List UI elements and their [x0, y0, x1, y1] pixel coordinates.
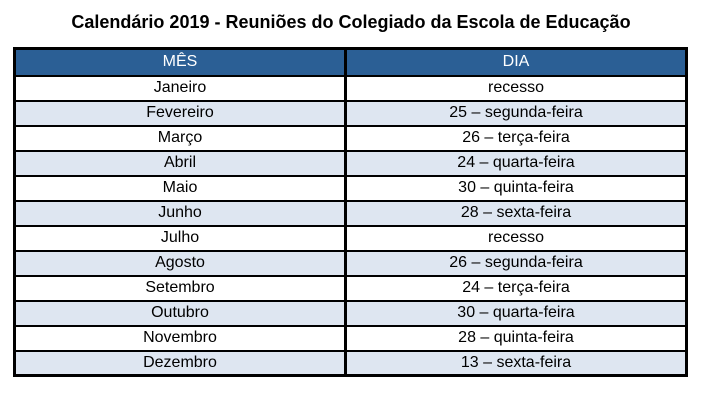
- table-cell-dia: 28 – quinta-feira: [344, 324, 688, 352]
- table-header: MÊS DIA: [13, 47, 688, 77]
- table-cell-dia: recesso: [344, 74, 688, 102]
- table-cell-dia: 28 – sexta-feira: [344, 199, 688, 227]
- table-cell-dia: 25 – segunda-feira: [344, 99, 688, 127]
- table-cell-mes: Outubro: [13, 299, 347, 327]
- table-cell-mes: Janeiro: [13, 74, 347, 102]
- column-header-dia: DIA: [344, 47, 688, 77]
- table-cell-mes: Março: [13, 124, 347, 152]
- table-row: Fevereiro 25 – segunda-feira: [13, 99, 688, 127]
- header-row: MÊS DIA: [13, 47, 688, 77]
- table-row: Outubro 30 – quarta-feira: [13, 299, 688, 327]
- table-row: Abril 24 – quarta-feira: [13, 149, 688, 177]
- table-row: Maio 30 – quinta-feira: [13, 174, 688, 202]
- calendar-table: MÊS DIA Janeiro recesso Fevereiro 25 – segu…: [13, 47, 688, 377]
- table-row: Agosto 26 – segunda-feira: [13, 249, 688, 277]
- table-cell-dia: 30 – quinta-feira: [344, 174, 688, 202]
- table-cell-dia: 26 – segunda-feira: [344, 249, 688, 277]
- table-body: Janeiro recesso Fevereiro 25 – segunda-feir…: [13, 74, 688, 377]
- table-row: Março 26 – terça-feira: [13, 124, 688, 152]
- table-cell-mes: Maio: [13, 174, 347, 202]
- table-cell-mes: Julho: [13, 224, 347, 252]
- table-cell-dia: 26 – terça-feira: [344, 124, 688, 152]
- table-row: Novembro 28 – quinta-feira: [13, 324, 688, 352]
- table-cell-dia: 24 – terça-feira: [344, 274, 688, 302]
- page-title: Calendário 2019 - Reuniões do Colegiado …: [71, 12, 631, 32]
- table-cell-mes: Dezembro: [13, 349, 347, 377]
- table-row: Junho 28 – sexta-feira: [13, 199, 688, 227]
- table-cell-mes: Junho: [13, 199, 347, 227]
- table-cell-mes: Setembro: [13, 274, 347, 302]
- table-cell-mes: Abril: [13, 149, 347, 177]
- table-row: Janeiro recesso: [13, 74, 688, 102]
- table-row: Setembro 24 – terça-feira: [13, 274, 688, 302]
- column-header-mes: MÊS: [13, 47, 347, 77]
- table-cell-dia: 30 – quarta-feira: [344, 299, 688, 327]
- table-cell-dia: 24 – quarta-feira: [344, 149, 688, 177]
- table-cell-dia: 13 – sexta-feira: [344, 349, 688, 377]
- table-cell-mes: Fevereiro: [13, 99, 347, 127]
- table-cell-mes: Novembro: [13, 324, 347, 352]
- table-row: Dezembro 13 – sexta-feira: [13, 349, 688, 377]
- table-cell-mes: Agosto: [13, 249, 347, 277]
- table-cell-dia: recesso: [344, 224, 688, 252]
- table-row: Julho recesso: [13, 224, 688, 252]
